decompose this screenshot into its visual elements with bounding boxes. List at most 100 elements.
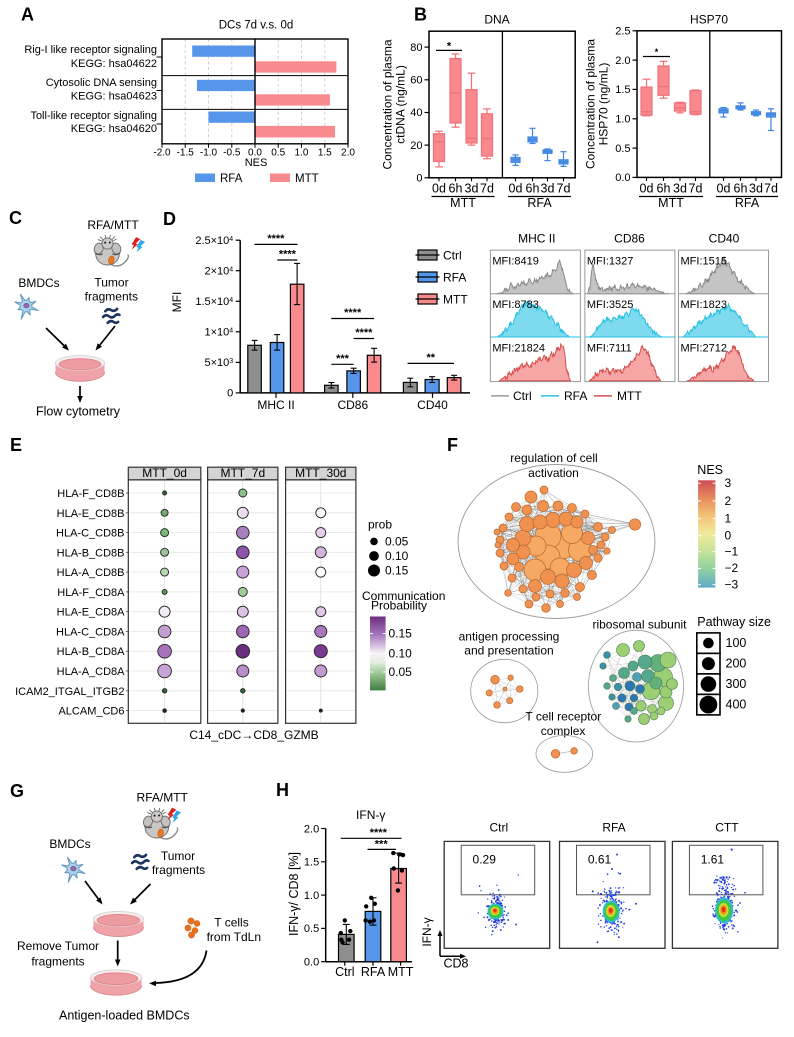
svg-text:MTT: MTT	[450, 196, 476, 210]
svg-text:Remove Tumor: Remove Tumor	[17, 939, 99, 953]
svg-text:IFN-γ: IFN-γ	[356, 808, 385, 822]
svg-text:fragments: fragments	[31, 955, 84, 969]
svg-text:Tumor: Tumor	[94, 276, 128, 290]
svg-text:fragments: fragments	[85, 290, 138, 304]
svg-text:DCs 7d v.s. 0d: DCs 7d v.s. 0d	[219, 20, 294, 32]
svg-text:***: ***	[336, 353, 350, 365]
svg-text:−2: −2	[725, 561, 739, 575]
svg-text:0.5: 0.5	[304, 923, 319, 935]
svg-text:0.5: 0.5	[271, 148, 285, 159]
svg-text:HLA-F_CD8B: HLA-F_CD8B	[57, 488, 124, 500]
svg-text:0: 0	[725, 529, 732, 543]
svg-text:prob: prob	[368, 518, 392, 532]
svg-text:7d: 7d	[764, 182, 778, 196]
svg-text:regulation of cell: regulation of cell	[510, 451, 597, 465]
svg-text:0.05: 0.05	[389, 665, 413, 679]
svg-text:Ctrl: Ctrl	[335, 965, 354, 979]
svg-text:ICAM2_ITGAL_ITGB2: ICAM2_ITGAL_ITGB2	[15, 686, 124, 698]
svg-text:****: ****	[344, 307, 362, 319]
svg-text:1.0: 1.0	[304, 890, 319, 902]
svg-text:1.5: 1.5	[304, 857, 319, 869]
svg-text:HLA-A_CD8B: HLA-A_CD8B	[57, 567, 125, 579]
svg-text:7d: 7d	[689, 182, 703, 196]
svg-text:0.0: 0.0	[304, 957, 319, 969]
svg-text:6h: 6h	[449, 182, 463, 196]
svg-text:0d: 0d	[640, 182, 654, 196]
svg-text:Cytosolic DNA sensing: Cytosolic DNA sensing	[46, 77, 157, 89]
svg-text:Communication: Communication	[362, 589, 445, 603]
svg-text:Pathway size: Pathway size	[697, 615, 771, 629]
svg-text:complex: complex	[541, 724, 586, 738]
svg-text:HLA-E_CD8B: HLA-E_CD8B	[57, 508, 125, 520]
svg-text:****: ****	[279, 249, 297, 261]
svg-text:KEGG: hsa04622: KEGG: hsa04622	[71, 58, 157, 70]
svg-text:20: 20	[410, 140, 422, 152]
svg-text:IFN-γ/ CD8 [%]: IFN-γ/ CD8 [%]	[287, 852, 301, 936]
svg-text:RFA: RFA	[564, 389, 587, 403]
svg-text:T cells: T cells	[214, 916, 248, 930]
svg-text:MFI: MFI	[170, 292, 184, 313]
svg-text:3d: 3d	[465, 182, 479, 196]
svg-text:1.5×104: 1.5×104	[195, 296, 233, 308]
svg-text:0.10: 0.10	[385, 549, 409, 563]
svg-text:1.5: 1.5	[318, 148, 332, 159]
svg-text:ribosomal subunit: ribosomal subunit	[592, 618, 687, 632]
svg-text:Ctrl: Ctrl	[443, 249, 462, 263]
svg-text:CD8: CD8	[444, 957, 469, 971]
svg-text:RFA: RFA	[527, 196, 552, 210]
svg-text:3d: 3d	[673, 182, 687, 196]
svg-text:MFI:1515: MFI:1515	[681, 256, 727, 268]
svg-text:5×103: 5×103	[205, 357, 234, 369]
svg-text:Ctrl: Ctrl	[489, 821, 508, 835]
svg-text:Rig-I like receptor signaling: Rig-I like receptor signaling	[24, 44, 157, 56]
svg-text:1×104: 1×104	[205, 327, 234, 339]
svg-text:MFI:1327: MFI:1327	[587, 256, 633, 268]
svg-text:Concentration of plasma: Concentration of plasma	[381, 39, 395, 169]
svg-text:HLA-C_CD8B: HLA-C_CD8B	[56, 528, 124, 540]
svg-text:CD86: CD86	[614, 231, 645, 245]
svg-text:G: G	[10, 781, 24, 801]
svg-text:2.0: 2.0	[304, 823, 319, 835]
svg-text:*: *	[655, 47, 659, 57]
svg-text:1: 1	[725, 512, 732, 526]
svg-text:0: 0	[227, 388, 233, 400]
svg-text:MFI:1823: MFI:1823	[681, 299, 727, 311]
svg-text:CD40: CD40	[417, 398, 448, 412]
svg-text:MHC II: MHC II	[257, 398, 294, 412]
svg-text:2.0: 2.0	[341, 148, 355, 159]
svg-text:HSP70 (ng/mL): HSP70 (ng/mL)	[597, 63, 611, 146]
svg-text:Tumor: Tumor	[161, 849, 195, 863]
svg-text:NES: NES	[697, 463, 723, 477]
svg-text:HLA-C_CD8A: HLA-C_CD8A	[56, 627, 125, 639]
svg-text:200: 200	[726, 657, 747, 671]
svg-text:DNA: DNA	[484, 13, 509, 27]
svg-text:7d: 7d	[480, 182, 494, 196]
svg-text:RFA/MTT: RFA/MTT	[137, 791, 189, 805]
svg-text:0: 0	[416, 173, 422, 185]
svg-text:0d: 0d	[717, 182, 731, 196]
svg-text:1.5: 1.5	[615, 84, 630, 96]
svg-text:and presentation: and presentation	[464, 644, 553, 658]
svg-text:MTT_7d: MTT_7d	[220, 466, 265, 480]
svg-text:MTT: MTT	[617, 389, 642, 403]
svg-text:2.5: 2.5	[615, 26, 630, 38]
svg-text:HSP70: HSP70	[690, 13, 728, 27]
svg-text:RFA: RFA	[602, 821, 625, 835]
svg-text:MFI:3525: MFI:3525	[587, 299, 633, 311]
svg-text:Concentration of plasma: Concentration of plasma	[584, 39, 598, 169]
svg-text:2.5×104: 2.5×104	[195, 235, 233, 247]
svg-text:HLA-A_CD8A: HLA-A_CD8A	[57, 666, 126, 678]
svg-text:MFI:21824: MFI:21824	[492, 342, 545, 354]
svg-text:**: **	[427, 352, 436, 364]
svg-text:0d: 0d	[432, 182, 446, 196]
svg-text:80: 80	[410, 42, 422, 54]
svg-text:400: 400	[726, 698, 747, 712]
svg-text:RFA/MTT: RFA/MTT	[87, 218, 139, 232]
svg-text:2.0: 2.0	[615, 55, 630, 67]
svg-text:6h: 6h	[734, 182, 748, 196]
svg-text:NES: NES	[245, 157, 268, 169]
svg-text:3: 3	[725, 476, 732, 490]
svg-text:0.15: 0.15	[385, 564, 409, 578]
svg-text:7d: 7d	[557, 182, 571, 196]
svg-text:H: H	[276, 780, 289, 800]
